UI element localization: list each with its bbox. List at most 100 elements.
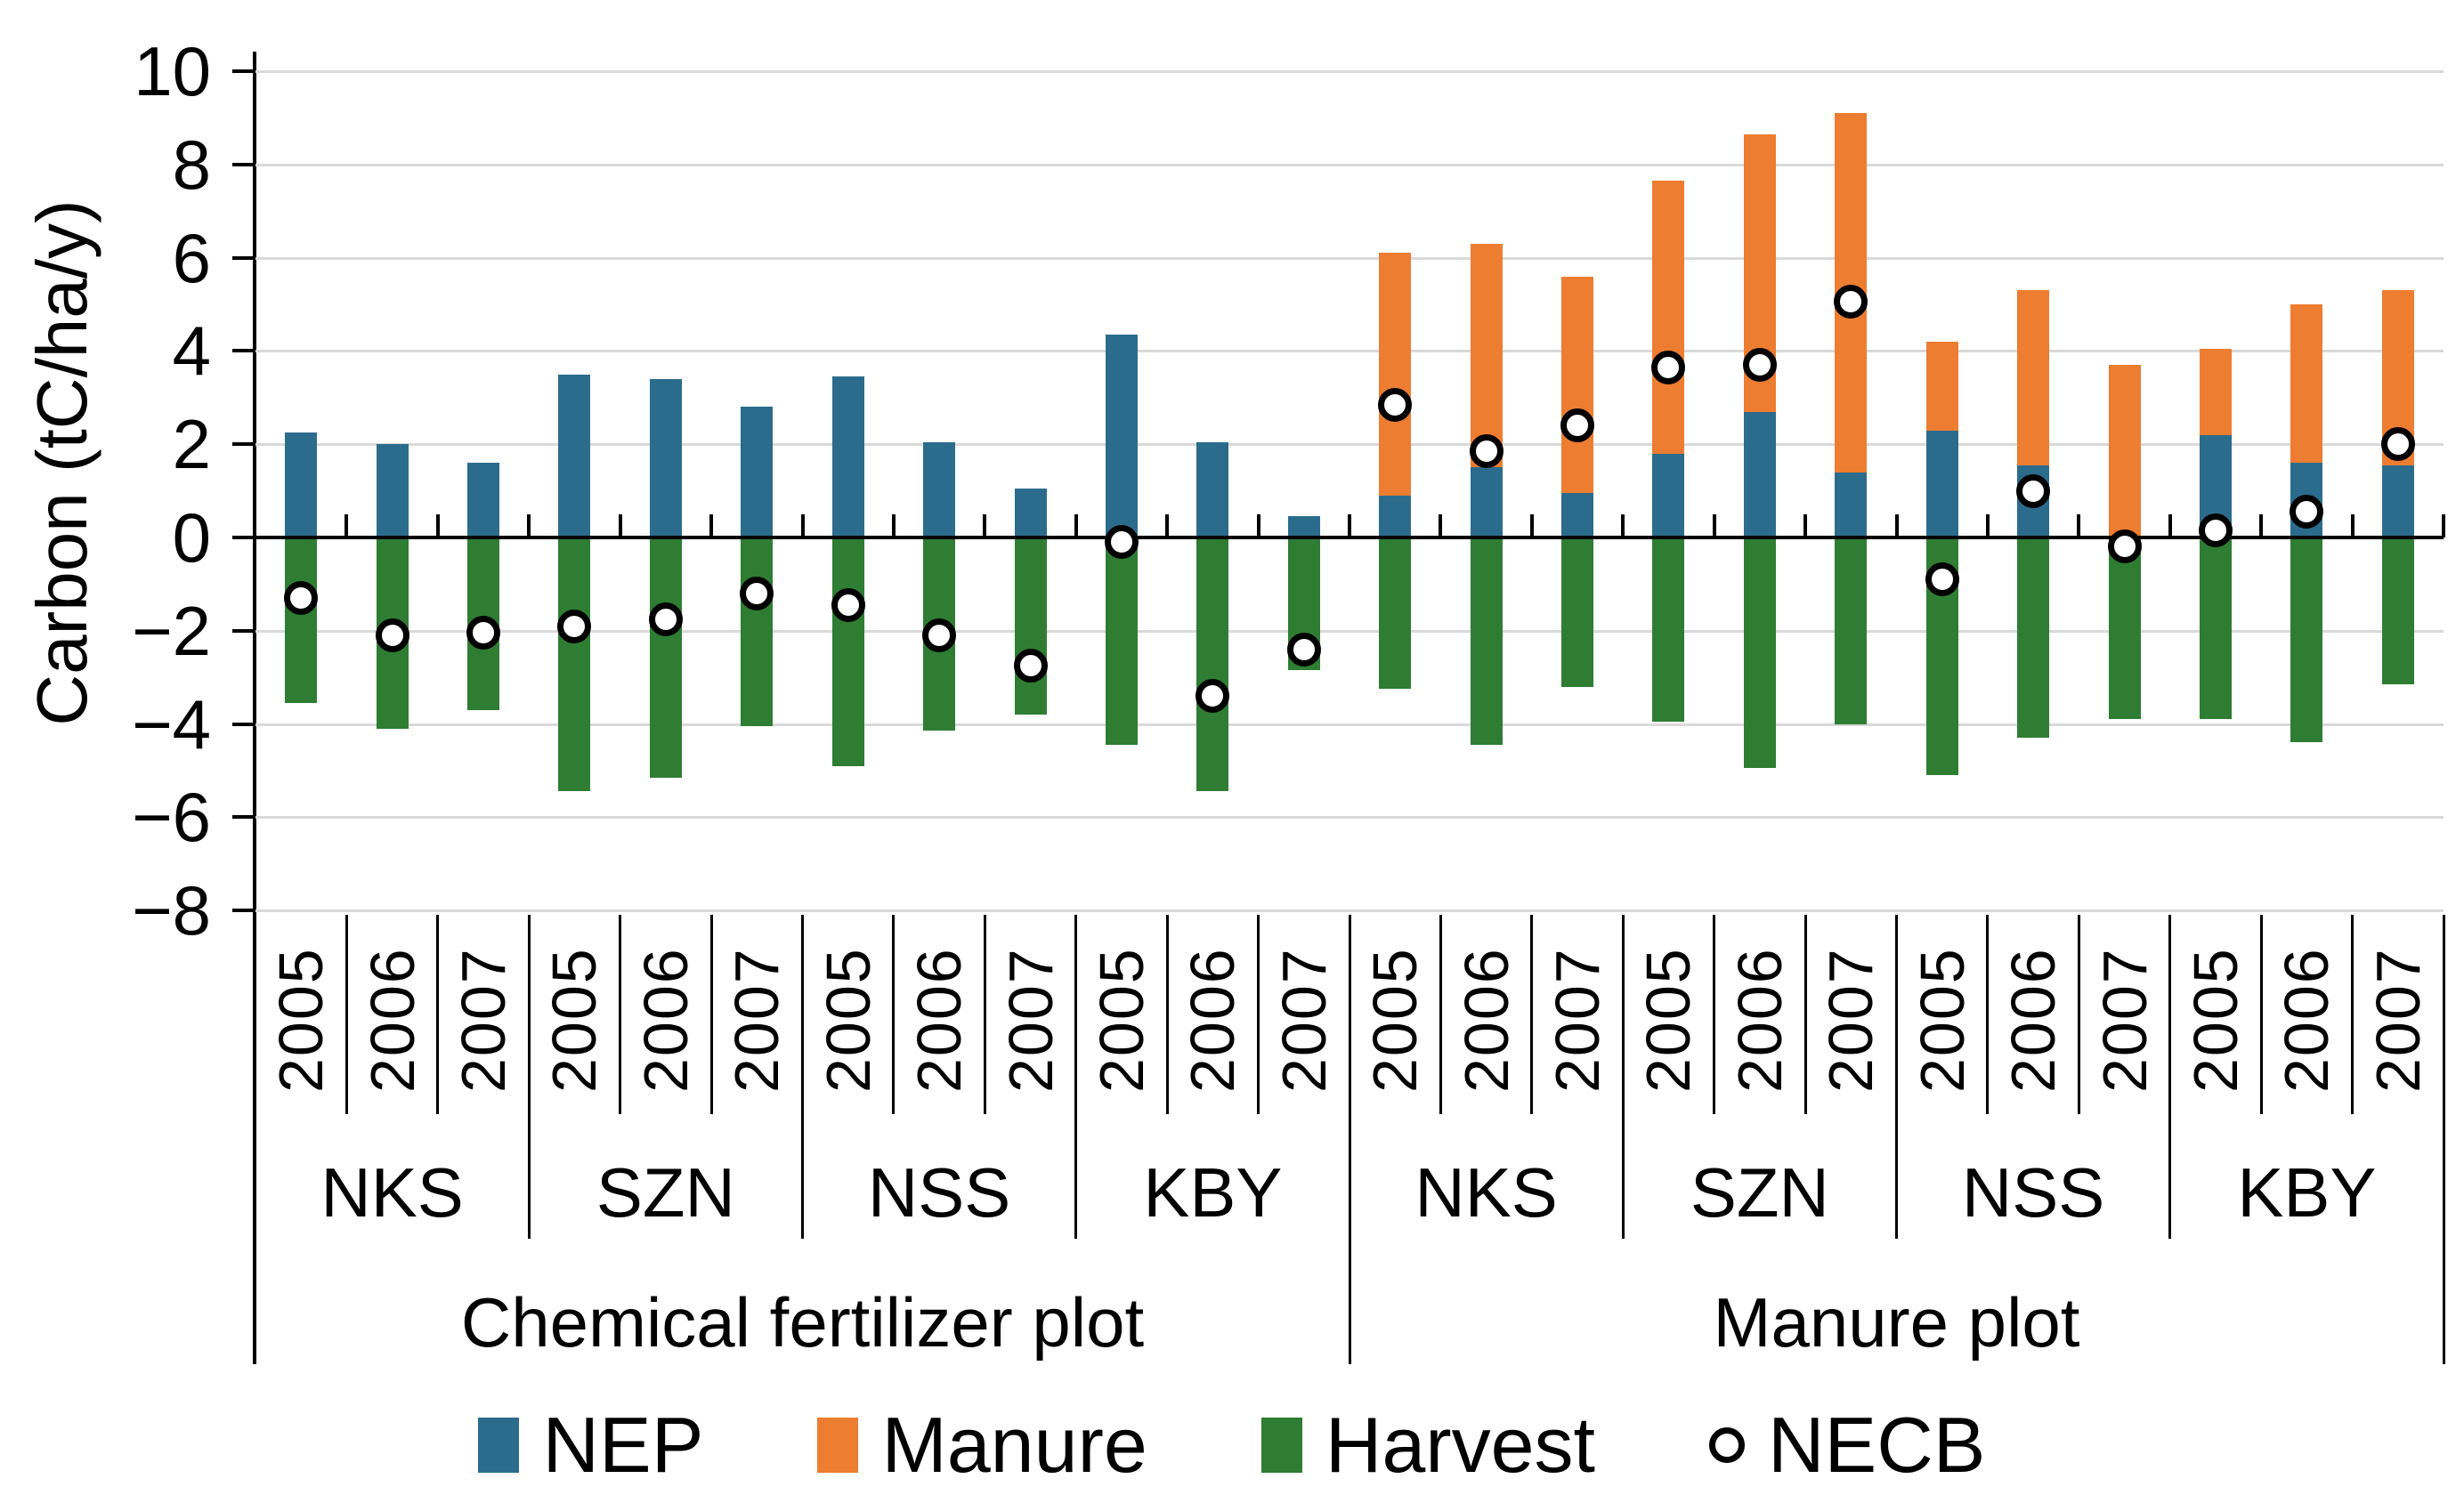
- y-tick-8: [232, 162, 255, 166]
- year-label: 2006: [2272, 947, 2342, 1093]
- group-label: Chemical fertilizer plot: [460, 1283, 1145, 1362]
- year-label: 2007: [449, 947, 519, 1093]
- bar-segment-manure: [1379, 253, 1412, 496]
- bar-segment-nep: [831, 376, 864, 537]
- y-tick--2: [232, 628, 255, 633]
- y-tick-10: [232, 69, 255, 74]
- bar-segment-harvest: [2017, 537, 2050, 739]
- bar-segment-harvest: [831, 537, 864, 766]
- gridline-4: [255, 350, 2444, 353]
- bar-segment-harvest: [1652, 537, 1685, 722]
- x-axis-tick: [435, 514, 440, 537]
- necb-marker: [1378, 387, 1413, 422]
- bar-segment-nep: [467, 463, 500, 537]
- legend-label-necb: NECB: [1768, 1401, 1986, 1489]
- gridline--4: [255, 723, 2444, 726]
- year-label: 2007: [2089, 947, 2160, 1093]
- y-tick-label-4: 4: [172, 311, 211, 391]
- year-separator: [983, 915, 986, 1114]
- bar-segment-nep: [1196, 441, 1229, 537]
- x-axis-tick: [1803, 514, 1808, 537]
- year-label: 2007: [995, 947, 1066, 1093]
- year-label: 2006: [630, 947, 701, 1093]
- x-axis-tick: [1348, 514, 1351, 537]
- year-separator: [1986, 915, 1990, 1114]
- year-separator: [619, 915, 622, 1114]
- y-tick-0: [232, 536, 255, 539]
- necb-marker: [466, 616, 501, 651]
- bar-segment-harvest: [1470, 537, 1503, 746]
- x-axis-tick: [1894, 514, 1899, 537]
- y-tick--4: [232, 722, 255, 726]
- harvest-swatch-icon: [1260, 1418, 1302, 1473]
- y-tick-label-2: 2: [172, 405, 211, 484]
- site-label: NKS: [1414, 1153, 1558, 1232]
- gridline-2: [255, 443, 2444, 447]
- site-label: SZN: [596, 1153, 735, 1232]
- year-separator: [892, 915, 896, 1114]
- necb-marker: [2380, 427, 2415, 462]
- bar-segment-harvest: [1014, 537, 1047, 715]
- bar-segment-manure: [2290, 304, 2323, 464]
- year-label: 2005: [1633, 947, 1704, 1093]
- gridline-8: [255, 163, 2444, 166]
- bar-segment-manure: [1561, 276, 1594, 494]
- year-label: 2006: [1178, 947, 1248, 1093]
- necb-marker: [2107, 529, 2142, 564]
- bar-segment-harvest: [558, 537, 591, 792]
- bar-segment-harvest: [649, 537, 682, 778]
- legend-item-harvest: Harvest: [1260, 1400, 1595, 1491]
- necb-marker: [1469, 434, 1504, 469]
- y-tick-label-10: 10: [134, 32, 211, 111]
- bar-segment-nep: [1652, 453, 1685, 537]
- bar-segment-nep: [1743, 411, 1776, 537]
- bar-segment-manure: [1470, 244, 1503, 468]
- year-separator: [1530, 915, 1534, 1114]
- x-axis-tick: [1439, 514, 1443, 537]
- year-separator: [1439, 915, 1442, 1114]
- necb-marker: [557, 609, 592, 643]
- group-separator: [1348, 915, 1351, 1364]
- bar-segment-nep: [923, 441, 956, 537]
- year-separator: [1165, 915, 1169, 1114]
- necb-marker: [1742, 348, 1777, 383]
- x-axis-tick: [1621, 514, 1625, 537]
- bar-segment-nep: [2381, 465, 2414, 537]
- year-label: 2005: [1086, 947, 1156, 1093]
- x-axis-tick: [2442, 514, 2445, 537]
- x-axis-tick: [1256, 514, 1260, 537]
- bar-segment-nep: [649, 378, 682, 537]
- x-axis-tick: [800, 514, 805, 537]
- y-tick-4: [232, 349, 255, 353]
- year-label: 2007: [722, 947, 792, 1093]
- legend-item-necb: NECB: [1709, 1400, 1986, 1491]
- y-axis-line: [253, 52, 256, 1364]
- manure-swatch-icon: [817, 1418, 859, 1473]
- gridline--6: [255, 816, 2444, 820]
- bar-segment-harvest: [2290, 537, 2323, 743]
- year-label: 2006: [357, 947, 427, 1093]
- year-separator: [1257, 915, 1260, 1114]
- y-tick-label-6: 6: [172, 218, 211, 297]
- bar-segment-manure: [2108, 365, 2141, 537]
- bar-segment-harvest: [2199, 537, 2232, 720]
- x-axis-tick: [709, 514, 714, 537]
- bar-segment-nep: [1835, 472, 1868, 537]
- necb-circle-icon: [1709, 1427, 1745, 1463]
- bar-segment-nep: [1014, 489, 1047, 537]
- bar-segment-manure: [2199, 348, 2232, 435]
- site-label: SZN: [1690, 1153, 1829, 1232]
- bar-segment-nep: [558, 374, 591, 537]
- necb-marker: [1196, 679, 1230, 714]
- necb-marker: [2290, 495, 2324, 529]
- legend: NEP Manure Harvest NECB: [0, 1395, 2464, 1495]
- year-label: 2006: [1451, 947, 1521, 1093]
- bar-segment-nep: [1561, 493, 1594, 537]
- legend-item-manure: Manure: [817, 1400, 1147, 1491]
- bar-segment-harvest: [1561, 537, 1594, 687]
- y-tick-6: [232, 255, 255, 260]
- site-label: NKS: [320, 1153, 464, 1232]
- x-axis-tick: [2350, 514, 2355, 537]
- gridline-6: [255, 256, 2444, 260]
